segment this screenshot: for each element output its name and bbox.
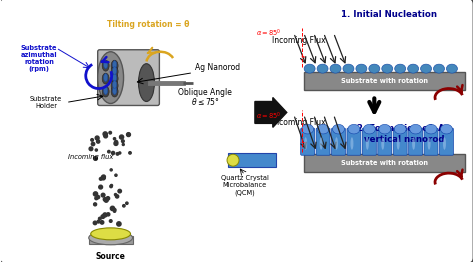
Ellipse shape: [330, 64, 341, 73]
Ellipse shape: [111, 80, 118, 91]
Circle shape: [126, 202, 128, 204]
Ellipse shape: [381, 137, 384, 150]
Circle shape: [101, 215, 105, 219]
Ellipse shape: [348, 124, 360, 134]
Circle shape: [101, 193, 105, 197]
Bar: [89, 236, 133, 244]
Text: Substrate with rotation: Substrate with rotation: [341, 160, 428, 166]
Ellipse shape: [397, 137, 400, 150]
FancyBboxPatch shape: [424, 128, 438, 155]
Ellipse shape: [443, 137, 446, 150]
Circle shape: [122, 144, 124, 145]
Ellipse shape: [111, 66, 118, 77]
Ellipse shape: [104, 61, 108, 69]
Circle shape: [104, 134, 108, 138]
Circle shape: [109, 132, 111, 134]
Circle shape: [118, 189, 121, 193]
Circle shape: [129, 152, 131, 154]
Text: Tilting rotation = θ: Tilting rotation = θ: [107, 20, 190, 29]
Circle shape: [99, 185, 102, 189]
Text: Substrate
Holder: Substrate Holder: [30, 96, 62, 109]
Ellipse shape: [102, 86, 109, 97]
Ellipse shape: [304, 64, 315, 73]
FancyBboxPatch shape: [316, 128, 330, 155]
Circle shape: [111, 151, 115, 155]
Circle shape: [114, 194, 117, 196]
Bar: [304, 154, 465, 172]
Ellipse shape: [394, 124, 406, 134]
FancyBboxPatch shape: [393, 128, 407, 155]
Circle shape: [103, 132, 107, 136]
Bar: [304, 72, 465, 90]
Text: Source: Source: [96, 252, 126, 261]
Circle shape: [103, 198, 107, 201]
Circle shape: [93, 203, 97, 206]
Circle shape: [96, 195, 100, 199]
Ellipse shape: [98, 52, 124, 103]
Ellipse shape: [113, 87, 117, 94]
Circle shape: [97, 220, 100, 223]
Ellipse shape: [138, 64, 155, 102]
Circle shape: [101, 176, 105, 180]
Ellipse shape: [412, 137, 415, 150]
Circle shape: [113, 210, 116, 212]
Ellipse shape: [113, 80, 117, 89]
Ellipse shape: [420, 64, 431, 73]
Ellipse shape: [333, 124, 345, 134]
Circle shape: [100, 178, 102, 180]
Ellipse shape: [379, 124, 391, 134]
Text: Substrate with rotation: Substrate with rotation: [341, 78, 428, 84]
Text: Incoming Flux: Incoming Flux: [272, 118, 326, 127]
Circle shape: [91, 139, 93, 141]
Ellipse shape: [408, 64, 419, 73]
Circle shape: [100, 221, 104, 224]
Ellipse shape: [89, 231, 133, 245]
Ellipse shape: [395, 64, 406, 73]
Ellipse shape: [113, 67, 117, 75]
Circle shape: [93, 192, 98, 196]
Ellipse shape: [104, 74, 108, 82]
Circle shape: [117, 222, 121, 226]
Circle shape: [97, 140, 100, 143]
Ellipse shape: [428, 137, 430, 150]
Ellipse shape: [369, 64, 380, 73]
Circle shape: [114, 141, 118, 145]
Ellipse shape: [113, 61, 117, 69]
Ellipse shape: [113, 74, 117, 82]
Circle shape: [89, 147, 93, 151]
Ellipse shape: [102, 60, 109, 71]
Ellipse shape: [111, 86, 118, 97]
Ellipse shape: [111, 73, 118, 84]
Circle shape: [95, 136, 99, 140]
Circle shape: [114, 209, 116, 211]
Circle shape: [127, 133, 130, 136]
FancyBboxPatch shape: [301, 128, 315, 155]
Ellipse shape: [317, 124, 329, 134]
Ellipse shape: [104, 87, 108, 94]
Ellipse shape: [366, 137, 369, 150]
Ellipse shape: [91, 228, 130, 240]
Ellipse shape: [364, 124, 375, 134]
Text: $\alpha = 85^0$: $\alpha = 85^0$: [256, 28, 282, 39]
FancyBboxPatch shape: [363, 128, 376, 155]
Ellipse shape: [317, 64, 328, 73]
Circle shape: [106, 197, 109, 200]
Text: 2. Formation of  Ag
vertical nanorod: 2. Formation of Ag vertical nanorod: [357, 124, 451, 144]
Text: 1. Initial Nucleation: 1. Initial Nucleation: [341, 11, 437, 19]
FancyBboxPatch shape: [331, 128, 346, 155]
Ellipse shape: [410, 124, 421, 134]
Circle shape: [121, 140, 124, 143]
Circle shape: [108, 150, 110, 153]
Circle shape: [93, 156, 97, 160]
Ellipse shape: [102, 73, 109, 84]
FancyBboxPatch shape: [378, 128, 392, 155]
Circle shape: [109, 220, 112, 222]
Text: Ag Nanorod: Ag Nanorod: [195, 63, 240, 72]
Ellipse shape: [343, 64, 354, 73]
Circle shape: [104, 198, 108, 202]
Circle shape: [99, 217, 101, 220]
Ellipse shape: [356, 64, 367, 73]
Circle shape: [110, 184, 112, 186]
Circle shape: [116, 153, 119, 155]
